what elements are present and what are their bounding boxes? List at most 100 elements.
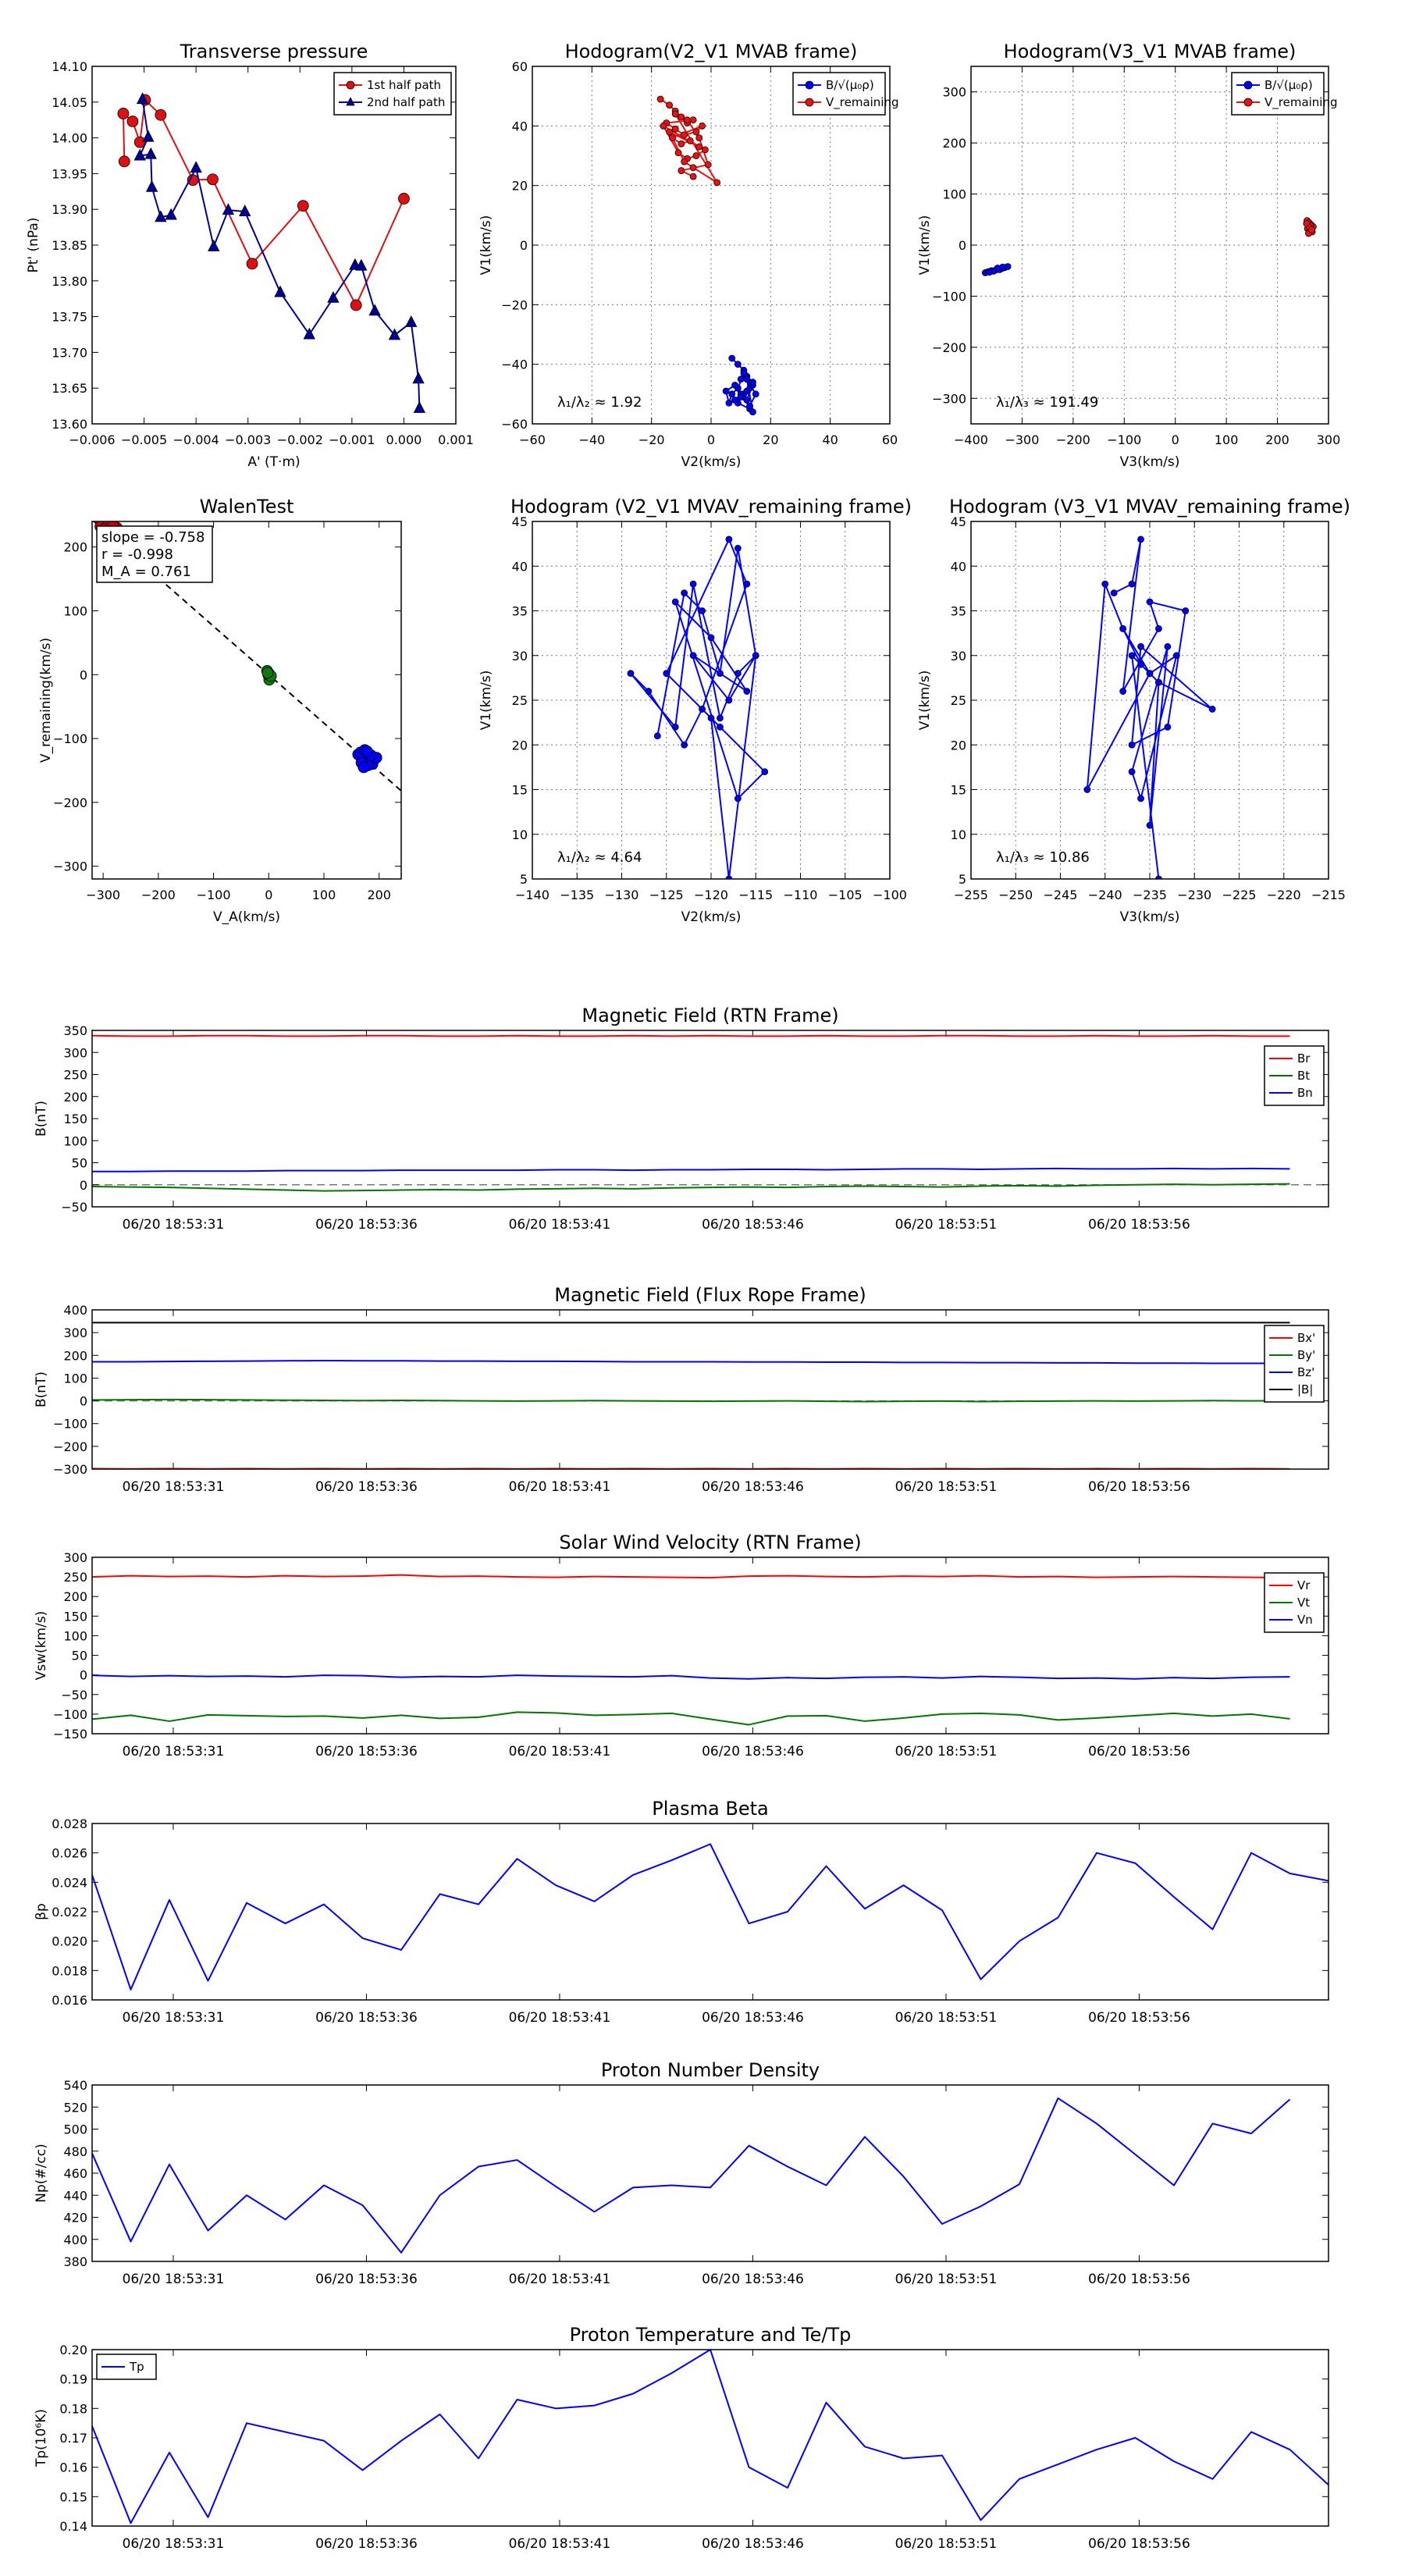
data-point [681,131,688,139]
plot-frame [91,1823,1329,2001]
x-tick-label: −200 [1056,432,1090,447]
data-point [1308,226,1315,233]
x-tick-label: −20 [638,432,665,447]
legend-label: Br [1297,1051,1311,1066]
plot-frame [91,2349,1329,2527]
data-point [722,387,730,395]
data-point [717,670,724,678]
data-point [1164,642,1172,650]
chart-walen: WalenTest −300 −200 −100 0 100 200 −300 −200 −100… [38,496,402,925]
chart-title: Transverse pressure [180,41,368,62]
data-point [155,109,167,121]
data-point [737,375,745,383]
series-line [92,1359,1290,1364]
x-tick-label: 100 [312,888,336,902]
data-point [412,372,425,384]
legend: Br Bt Bn [1264,1045,1325,1106]
y-tick-label: 0.022 [52,1905,87,1920]
data-point [222,203,235,215]
legend-marker [346,80,355,90]
y-axis-label: Vsw(km/s) [34,1611,49,1681]
chart-title: Plasma Beta [652,1798,768,1820]
x-tick-label: −300 [1005,432,1039,447]
x-axis-label: V3(km/s) [1120,454,1180,470]
eigenvalue-ratio-label: λ₁/λ₃ ≈ 191.49 [996,394,1098,411]
y-tick-label: 30 [951,649,966,664]
x-tick-label: 20 [763,432,778,447]
chart-title: Solar Wind Velocity (RTN Frame) [559,1532,861,1553]
data-point [737,393,745,401]
x-tick-label: 0.001 [438,432,474,447]
y-tick-label: 13.75 [52,310,87,325]
x-tick-label: 100 [1215,432,1239,447]
y-tick-label: 25 [951,693,966,708]
y-axis-label: V_remaining(km/s) [38,638,54,763]
x-tick-label: 06/20 18:53:46 [702,1744,804,1759]
data-point [1146,670,1154,678]
data-point [681,589,688,596]
data-point [701,146,709,154]
eigenvalue-ratio-label: λ₁/λ₂ ≈ 4.64 [557,849,642,866]
data-point [126,116,139,127]
y-tick-label: 14.05 [52,95,87,110]
data-point [695,143,703,151]
data-point [239,205,251,216]
data-point [743,375,751,383]
x-tick-label: 06/20 18:53:31 [123,1744,225,1759]
x-tick-label: 06/20 18:53:56 [1088,1479,1190,1495]
y-tick-label: −20 [501,297,528,312]
y-tick-label: 13.70 [52,345,87,360]
data-point [656,95,664,103]
x-tick-label: 06/20 18:53:36 [315,2536,418,2552]
x-tick-label: −100 [873,888,907,902]
series-line [92,1167,1290,1172]
x-tick-label: 06/20 18:53:31 [123,1479,225,1495]
data-point [740,369,748,377]
y-tick-label: 15 [512,783,528,798]
x-tick-label: −110 [784,888,818,902]
legend-marker [346,97,355,106]
plot-frame [970,66,1329,425]
legend-label: 2nd half path [367,95,445,109]
y-tick-label: 60 [512,59,528,74]
y-tick-label: 13.60 [52,417,87,432]
y-tick-label: 5 [959,872,966,887]
x-tick-label: 60 [882,432,898,447]
plot-frame [91,2084,1329,2262]
data-point [674,149,682,157]
y-tick-label: 35 [512,604,528,619]
y-tick-label: 13.90 [52,202,87,217]
chart-ts3: Solar Wind Velocity (RTN Frame) 06/20 18:… [34,1532,1329,1759]
x-tick-label: −245 [1044,888,1078,902]
data-point [303,327,315,340]
x-tick-label: −0.003 [225,432,271,447]
eigenvalue-ratio-label: λ₁/λ₃ ≈ 10.86 [996,849,1090,866]
data-point [743,688,751,695]
series-line [92,1398,1290,1403]
legend-label: Bx' [1297,1331,1315,1345]
data-point [663,670,670,678]
x-tick-label: −120 [694,888,728,902]
chart-title: Hodogram (V3_V1 MVAV_remaining frame) [949,496,1350,518]
data-point [725,696,733,704]
chart-h4: Hodogram (V3_V1 MVAV_remaining frame) −25… [917,496,1350,925]
y-axis-label: Pt' (nPa) [26,218,41,273]
plot-area [92,2350,1329,2524]
chart-title: WalenTest [200,496,294,518]
x-tick-label: 0 [265,888,272,902]
x-tick-label: 06/20 18:53:56 [1088,2272,1190,2287]
chart-h1: Hodogram(V2_V1 MVAB frame) −60 −40 −20 0 20 40… [478,41,899,470]
y-tick-label: 0 [520,238,528,253]
x-tick-label: −0.004 [173,432,219,447]
data-point [761,768,769,775]
y-tick-label: 300 [63,1325,87,1340]
data-point [999,263,1006,271]
chart-title: Proton Number Density [601,2059,820,2081]
chart-h3: Hodogram (V2_V1 MVAV_remaining frame) −14… [478,496,912,925]
x-tick-label: 06/20 18:53:46 [702,2272,804,2287]
x-tick-label: 06/20 18:53:46 [702,1479,804,1495]
data-point [734,795,742,802]
data-point [671,723,679,731]
data-point [734,544,742,552]
plot-area [627,535,769,879]
